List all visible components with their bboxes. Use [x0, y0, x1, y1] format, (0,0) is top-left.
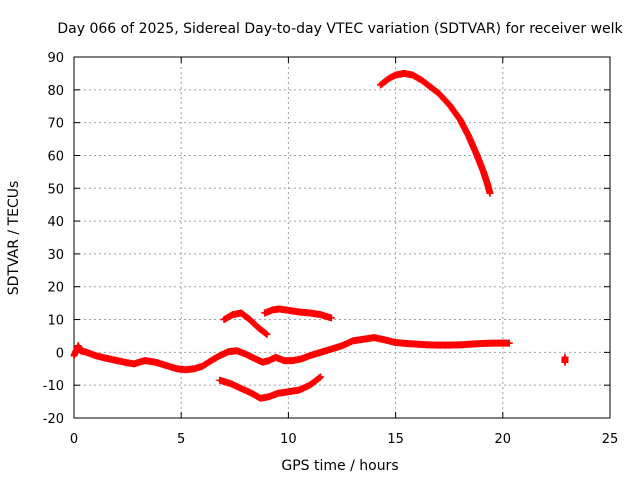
chart-title: Day 066 of 2025, Sidereal Day-to-day VTE…: [57, 21, 623, 37]
data-point: [317, 373, 325, 381]
y-tick-label: 30: [47, 248, 64, 263]
x-tick-label: 20: [495, 432, 512, 447]
x-tick-label: 0: [70, 432, 78, 447]
y-tick-label: 10: [47, 314, 64, 329]
y-tick-label: -20: [43, 412, 64, 427]
y-tick-label: 70: [47, 117, 64, 132]
data-point: [327, 314, 335, 322]
x-tick-label: 25: [602, 432, 619, 447]
trail-marker: [315, 374, 323, 382]
trail-marker: [262, 329, 270, 337]
data-point: [263, 330, 271, 338]
data-point: [505, 339, 513, 347]
y-tick-label: 0: [56, 346, 64, 361]
x-tick-labels: 0 5 10 15 20 25: [70, 432, 618, 447]
y-tick-label: 50: [47, 182, 64, 197]
x-tick-label: 5: [177, 432, 185, 447]
x-axis-label: GPS time / hours: [281, 458, 398, 474]
y-tick-label: 60: [47, 149, 64, 164]
y-axis-label: SDTVAR / TECUs: [6, 181, 22, 296]
y-tick-label: -10: [43, 379, 64, 394]
axis-ticks: [73, 56, 611, 419]
grid-lines: [74, 57, 610, 418]
series-main-track: [70, 334, 513, 374]
data-point: [486, 189, 494, 197]
y-tick-labels: -20 -10 0 10 20 30 40 50 60 70 80 90: [43, 51, 64, 427]
plot-frame: [73, 56, 611, 419]
x-tick-label: 15: [387, 432, 404, 447]
y-tick-label: 20: [47, 281, 64, 296]
x-tick-label: 10: [280, 432, 297, 447]
series-isolated: [561, 353, 569, 366]
y-tick-label: 90: [47, 51, 64, 66]
series-tertiary-upper: [261, 305, 335, 322]
y-tick-label: 80: [47, 84, 64, 99]
series-lower-arc: [216, 373, 325, 402]
series-upper-arc: [377, 69, 494, 197]
data-series: [70, 69, 569, 402]
y-tick-label: 40: [47, 215, 64, 230]
data-point: [561, 358, 569, 366]
series-secondary-upper: [220, 309, 271, 338]
